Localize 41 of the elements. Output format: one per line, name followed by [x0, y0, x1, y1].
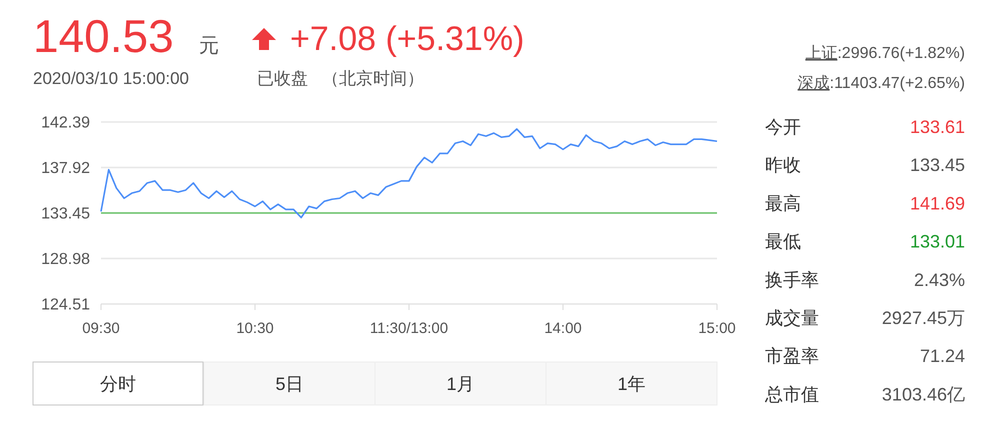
x-tick-label: 10:30 [236, 320, 274, 337]
text: 深成 [798, 74, 830, 92]
text: +7.08 (+5.31%) [290, 20, 524, 58]
text: :2996.76(+1.82%) [837, 45, 965, 62]
y-tick-label: 133.45 [41, 206, 90, 223]
text: 133.45 [910, 155, 965, 176]
x-tick-label: 11:30/13:00 [370, 320, 448, 337]
text: 2927.45万 [882, 308, 965, 328]
line-series [100, 128, 718, 218]
text: 今开 [765, 117, 801, 137]
text: :11403.47(+2.65%) [830, 75, 965, 92]
text: （北京时间） [322, 69, 424, 88]
text: 2.43% [914, 270, 965, 290]
text: 133.61 [910, 117, 965, 137]
text: 140.53 [33, 10, 174, 62]
text: 最低 [765, 232, 801, 252]
text: 昨收 [765, 155, 801, 176]
text: 71.24 [920, 346, 965, 366]
text: 2020/03/10 15:00:00 [33, 69, 189, 88]
text: 最高 [765, 193, 801, 214]
text: 总市值 [764, 384, 819, 404]
text: 分时 [100, 374, 136, 394]
text: 1年 [617, 374, 646, 394]
text: 市盈率 [765, 346, 819, 366]
text: 已收盘 [257, 69, 308, 88]
y-tick-label: 142.39 [41, 114, 90, 132]
x-tick-label: 09:30 [82, 320, 120, 337]
y-tick-label: 124.51 [41, 296, 90, 314]
text: 3103.46亿 [882, 384, 965, 404]
text: 5日 [275, 374, 304, 394]
text: 1月 [446, 374, 475, 394]
text: 换手率 [765, 270, 819, 290]
text: 133.01 [910, 232, 965, 252]
text: 141.69 [910, 193, 965, 214]
y-tick-label: 137.92 [41, 160, 90, 178]
y-tick-label: 128.98 [41, 251, 90, 268]
x-tick-label: 15:00 [698, 320, 736, 337]
text: 上证 [805, 44, 838, 62]
text: 元 [199, 35, 219, 57]
text: 成交量 [765, 308, 819, 328]
x-tick-label: 14:00 [544, 320, 582, 337]
